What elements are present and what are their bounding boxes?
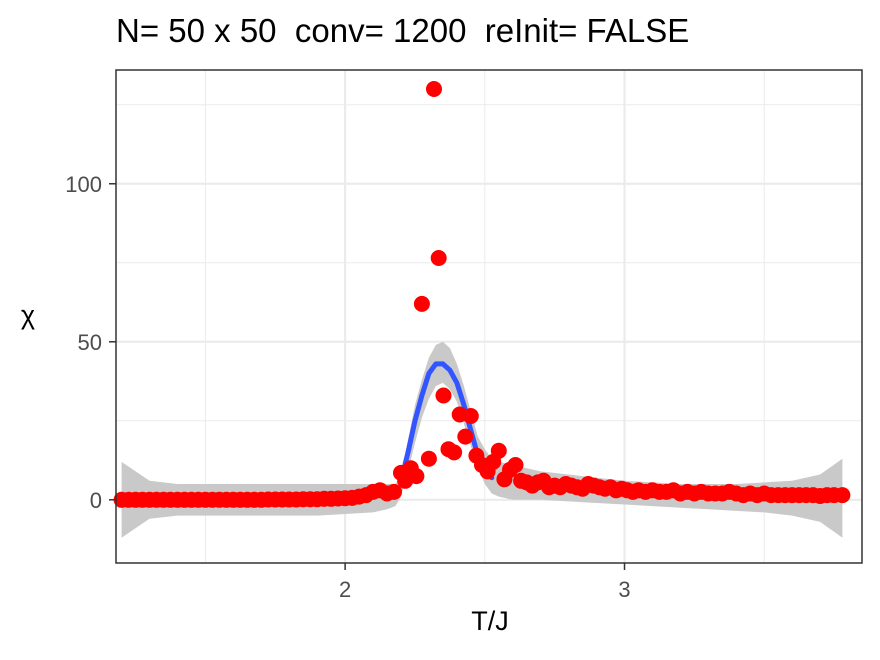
y-axis: 0 50 100 xyxy=(65,172,116,513)
chart-title: N= 50 x 50 conv= 1200 reInit= FALSE xyxy=(116,12,690,49)
panel-border-layer xyxy=(115,69,863,564)
data-point xyxy=(430,250,447,266)
y-tick-label: 100 xyxy=(65,172,102,197)
x-axis-label: T/J xyxy=(471,606,509,636)
y-axis-label: χ xyxy=(20,300,36,330)
data-point xyxy=(446,444,463,461)
data-point xyxy=(457,428,474,445)
data-point xyxy=(420,450,437,467)
data-point xyxy=(462,408,479,424)
data-point xyxy=(426,81,442,97)
data-point xyxy=(490,442,507,459)
data-point xyxy=(834,487,851,504)
data-point xyxy=(435,387,452,404)
data-point xyxy=(408,468,425,485)
data-point xyxy=(507,457,524,473)
y-tick-label: 0 xyxy=(90,488,102,513)
minor-gridlines xyxy=(116,70,862,563)
data-points-layer xyxy=(113,81,851,508)
y-tick-label: 50 xyxy=(78,330,102,355)
x-tick-label: 2 xyxy=(339,577,351,602)
data-point xyxy=(386,483,402,500)
x-tick-label: 3 xyxy=(618,577,630,602)
panel-border xyxy=(115,69,863,564)
data-point xyxy=(413,295,430,312)
